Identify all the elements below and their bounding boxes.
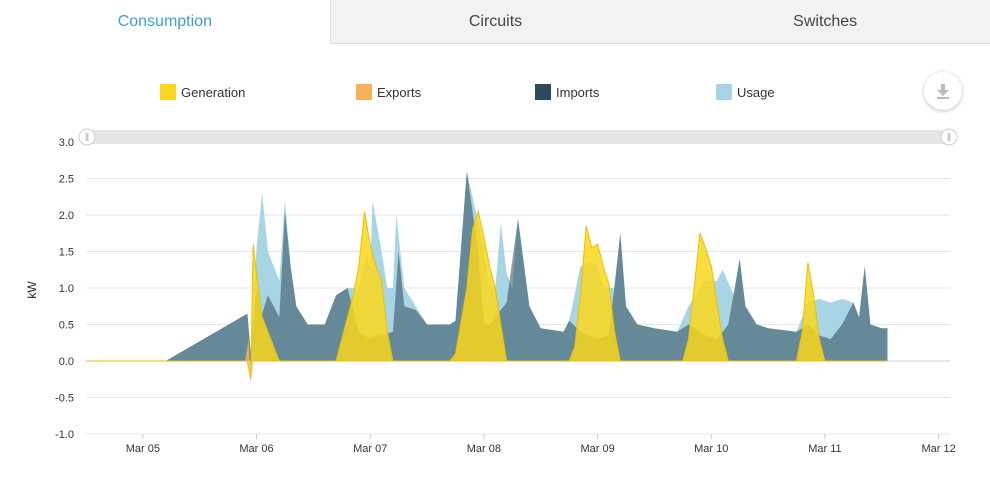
legend-label-usage: Usage	[737, 84, 775, 100]
tab-consumption[interactable]: Consumption	[0, 0, 331, 44]
y-tick-label: 1.0	[59, 283, 74, 295]
navigator-handle-left-grip	[85, 133, 89, 141]
y-tick-label: 0.0	[59, 356, 74, 368]
series-area-exports	[86, 339, 888, 383]
legend-swatch-imports	[535, 84, 551, 100]
x-tick-label: Mar 10	[694, 443, 728, 455]
chart-legend: Generation Exports Imports Usage	[0, 84, 990, 108]
x-tick-label: Mar 05	[126, 443, 160, 455]
series-area-imports	[86, 171, 888, 361]
download-button[interactable]	[924, 72, 962, 110]
x-tick-label: Mar 09	[580, 443, 614, 455]
legend-item-generation[interactable]: Generation	[160, 84, 245, 100]
y-tick-label: 2.0	[59, 210, 74, 222]
x-tick-label: Mar 08	[467, 443, 501, 455]
legend-swatch-exports	[356, 84, 372, 100]
legend-swatch-generation	[160, 84, 176, 100]
y-tick-label: 2.5	[59, 174, 74, 186]
navigator-track[interactable]	[86, 130, 950, 144]
x-tick-label: Mar 07	[353, 443, 387, 455]
legend-item-exports[interactable]: Exports	[356, 84, 421, 100]
legend-item-usage[interactable]: Usage	[716, 84, 775, 100]
y-axis-label: kW	[25, 281, 39, 299]
tab-circuits[interactable]: Circuits	[330, 0, 661, 44]
x-tick-label: Mar 06	[239, 443, 273, 455]
y-tick-label: -0.5	[55, 393, 74, 405]
legend-label-exports: Exports	[377, 84, 422, 100]
tab-bar: Consumption Circuits Switches	[0, 0, 990, 44]
legend-label-generation: Generation	[181, 84, 246, 100]
series-area-generation	[86, 209, 888, 380]
x-axis-ticks: Mar 05 Mar 06 Mar 07 Mar 08 Mar 09 Mar 10 Mar …	[126, 434, 956, 455]
y-tick-label: -1.0	[55, 429, 74, 441]
y-tick-label: 1.5	[59, 247, 74, 259]
tab-switches[interactable]: Switches	[660, 0, 990, 44]
download-icon	[937, 84, 949, 99]
legend-item-imports[interactable]: Imports	[535, 84, 599, 100]
legend-swatch-usage	[716, 84, 732, 100]
y-tick-label: 0.5	[59, 320, 74, 332]
x-tick-label: Mar 11	[808, 443, 841, 455]
chart-areas	[86, 171, 888, 383]
y-tick-label: 3.0	[59, 137, 74, 149]
legend-label-imports: Imports	[556, 84, 600, 100]
x-tick-label: Mar 12	[922, 443, 956, 455]
navigator-handle-right-grip	[947, 133, 951, 141]
range-navigator[interactable]	[78, 128, 958, 146]
y-axis-ticks: 3.0 2.5 2.0 1.5 1.0 0.5 0.0 -0.5 -1.0	[55, 137, 74, 441]
consumption-chart: 3.02.52.01.51.00.50.0-0.5-1.0 Mar 05 Mar …	[25, 128, 958, 455]
